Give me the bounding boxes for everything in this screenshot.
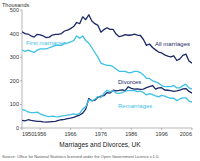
- x-tick-label: 1996: [156, 131, 168, 137]
- x-tick: [131, 128, 132, 130]
- x-tick-label: 2006: [180, 131, 192, 137]
- series-label: First marriages: [26, 40, 66, 46]
- y-tick-label: 400: [10, 31, 19, 37]
- series-label: Divorces: [118, 79, 141, 85]
- x-tick: [40, 128, 41, 130]
- chart: Thousands0100200300400500195019561966197…: [0, 0, 200, 161]
- series-line: [22, 90, 192, 117]
- y-tick: [20, 104, 22, 105]
- y-tick-label: 200: [10, 78, 19, 84]
- x-tick: [161, 128, 162, 130]
- y-tick: [20, 33, 22, 34]
- x-tick: [100, 128, 101, 130]
- x-tick-label: 1966: [64, 131, 76, 137]
- x-tick: [22, 128, 23, 130]
- y-tick: [20, 10, 22, 11]
- series-label: Remarriages: [118, 103, 152, 109]
- x-tick-label: 1976: [95, 131, 107, 137]
- y-tick: [20, 57, 22, 58]
- x-tick: [192, 128, 193, 130]
- y-tick-label: 100: [10, 101, 19, 107]
- title: Marriages and Divorces, UK: [59, 141, 141, 149]
- plot-lines: [22, 15, 192, 122]
- x-axis: [22, 128, 192, 129]
- y-tick-label: 500: [10, 7, 19, 13]
- series-label: All marriages: [155, 41, 190, 47]
- y-tick: [20, 80, 22, 81]
- source: Source: Office for National Statistics l…: [2, 154, 159, 159]
- x-tick-label: 1956: [34, 131, 46, 137]
- x-tick-label: 1986: [125, 131, 137, 137]
- y-tick-label: 0: [16, 125, 19, 131]
- series-line: [22, 36, 192, 89]
- x-tick: [70, 128, 71, 130]
- series-line: [22, 86, 192, 123]
- series-line: [22, 15, 192, 63]
- y-tick-label: 300: [10, 54, 19, 60]
- x-tick-label: 1950: [22, 131, 34, 137]
